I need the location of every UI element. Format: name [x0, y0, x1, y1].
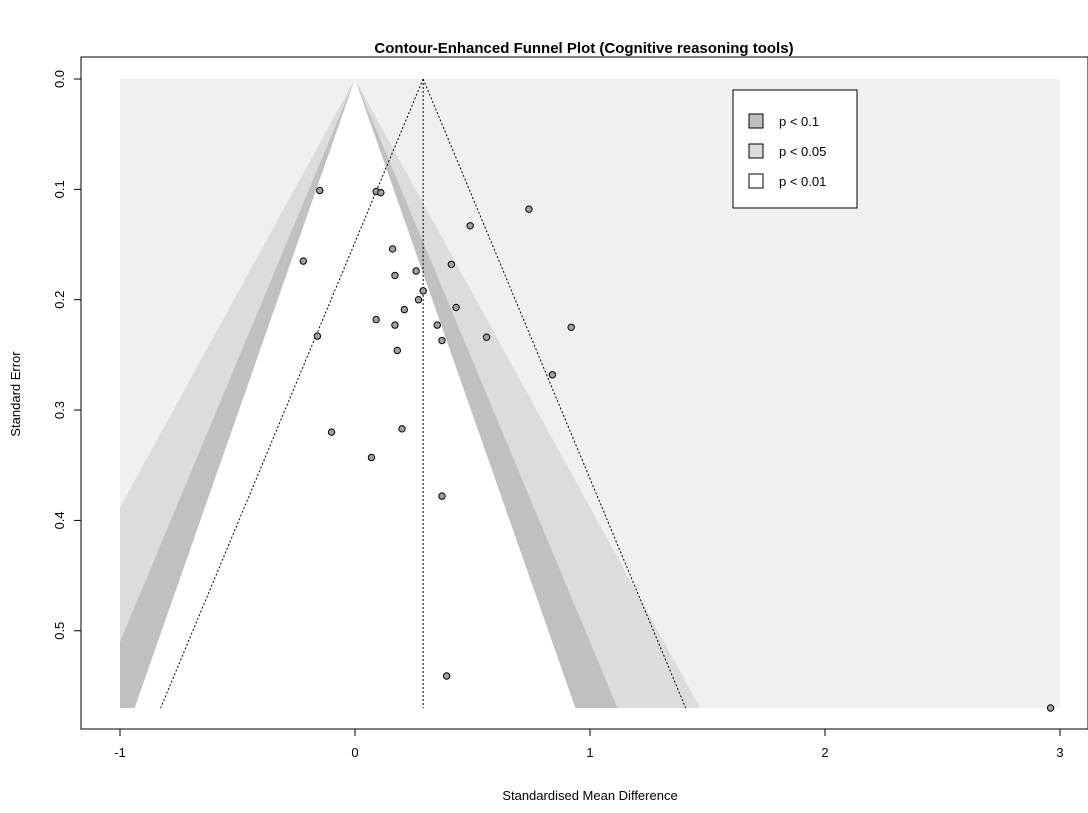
study-point: [438, 492, 446, 500]
study-point: [398, 425, 406, 433]
y-tick-label: 0.3: [52, 401, 67, 419]
y-axis-label: Standard Error: [8, 351, 23, 437]
study-point: [567, 323, 575, 331]
contour-region: [134, 79, 576, 708]
legend-label: p < 0.1: [779, 114, 819, 129]
legend: p < 0.1 p < 0.05 p < 0.01: [732, 89, 858, 209]
y-tick-label: 0.4: [52, 511, 67, 529]
y-axis: 0.0 0.1 0.2 0.3 0.4 0.5: [52, 70, 82, 640]
y-tick-label: 0.0: [52, 70, 67, 88]
study-point: [391, 271, 399, 280]
study-point: [412, 267, 420, 275]
x-tick-label: 3: [1056, 745, 1063, 760]
study-point: [393, 346, 401, 355]
legend-swatch: [748, 173, 764, 189]
study-point: [377, 188, 385, 197]
legend-swatch: [748, 143, 764, 159]
x-tick-label: 1: [586, 745, 593, 760]
study-point: [482, 333, 491, 341]
y-tick-label: 0.5: [52, 622, 67, 640]
y-tick-label: 0.1: [52, 180, 67, 198]
study-point: [391, 321, 399, 329]
study-point: [525, 205, 533, 213]
study-point: [414, 296, 423, 304]
y-tick-label: 0.2: [52, 291, 67, 309]
legend-label: p < 0.01: [779, 174, 826, 189]
study-point: [367, 453, 376, 462]
study-point: [419, 287, 427, 295]
study-point: [548, 371, 557, 379]
study-points: [299, 186, 1055, 712]
x-tick-label: -1: [114, 745, 126, 760]
study-point: [316, 186, 324, 195]
x-axis: -1 0 1 2 3: [114, 728, 1064, 760]
funnel-left-line: [160, 78, 424, 709]
study-point: [372, 315, 380, 324]
study-point: [452, 303, 460, 312]
legend-label: p < 0.05: [779, 144, 826, 159]
reference-lines: [160, 78, 687, 709]
x-axis-label: Standardised Mean Difference: [502, 788, 677, 803]
study-point: [447, 260, 456, 269]
chart-title: Contour-Enhanced Funnel Plot (Cognitive …: [374, 40, 793, 57]
x-tick-label: 0: [351, 745, 358, 760]
study-point: [400, 305, 409, 314]
study-point: [442, 672, 451, 680]
study-point: [313, 332, 322, 340]
study-point: [433, 321, 441, 329]
study-point: [299, 257, 307, 265]
study-point: [1046, 704, 1055, 712]
contour-shading: [120, 79, 1060, 708]
funnel-right-line: [422, 78, 687, 709]
study-point: [327, 428, 336, 436]
study-point: [438, 336, 446, 345]
study-point: [466, 222, 474, 230]
x-tick-label: 2: [821, 745, 828, 760]
legend-swatch: [748, 113, 764, 129]
study-point: [388, 245, 397, 253]
